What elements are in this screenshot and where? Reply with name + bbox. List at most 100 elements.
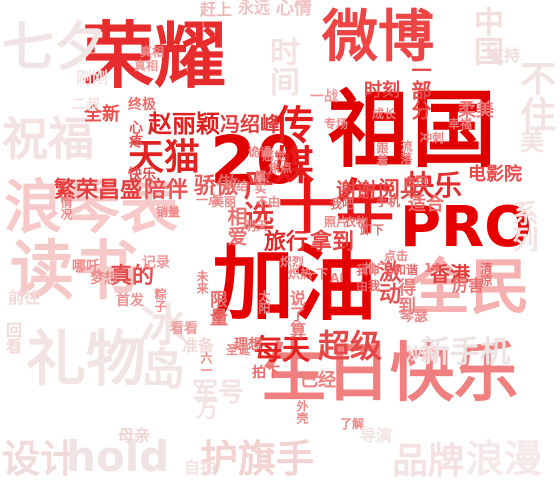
word-57: 梦想 <box>90 271 118 287</box>
word-112: 冲刺 <box>420 131 445 145</box>
word-82: 美 <box>520 128 544 156</box>
word-122: 销量 <box>156 205 181 219</box>
word-47: 终极 <box>128 97 156 113</box>
word-106: 诡谲 <box>248 145 273 159</box>
word-48: 心疼 <box>127 120 143 148</box>
word-34: 激动 <box>375 260 400 304</box>
word-88: 由我 <box>356 279 381 293</box>
word-74: 回看 <box>3 322 22 354</box>
word-38: 真的 <box>110 264 155 289</box>
word-120: 外壳 <box>295 400 309 424</box>
word-3: 20 <box>210 122 302 199</box>
word-49: 快乐 <box>128 167 156 183</box>
word-42: 适合 <box>408 194 444 215</box>
word-26: 超级 <box>318 327 383 365</box>
word-0: 荣耀 <box>82 14 227 98</box>
word-124: 专场 <box>324 117 349 131</box>
word-8: 生日快乐 <box>262 337 518 411</box>
word-91: 古田 <box>404 175 429 189</box>
word-84: 军号 <box>192 378 245 408</box>
word-70: 二叔 <box>72 97 100 113</box>
word-78: 自拍 <box>184 458 217 477</box>
word-25: 每天 <box>254 333 311 366</box>
word-55: 理想 <box>234 337 262 353</box>
word-12: 设计 <box>2 437 79 481</box>
word-33: 香港 <box>430 262 470 286</box>
word-102: 一下 <box>304 267 329 281</box>
word-94: 衣物 <box>344 215 369 229</box>
word-15: 品牌 <box>392 441 465 482</box>
word-29: 谢谢 <box>336 178 376 202</box>
word-44: 一部分 <box>408 60 432 120</box>
word-104: 推广 <box>364 261 389 275</box>
word-95: 我吧 <box>330 197 355 211</box>
word-67: 时间 <box>264 36 299 96</box>
word-118: 焦点 <box>268 161 293 175</box>
word-86: 14 <box>424 261 441 275</box>
word-30: 阅兵 <box>378 178 423 203</box>
word-22: 传媒 <box>267 104 313 184</box>
word-101: 六一 <box>199 352 213 376</box>
word-76: 沙滩 <box>406 344 439 363</box>
word-61: 琴瑟 <box>400 309 428 325</box>
word-93: 卸下 <box>360 223 385 237</box>
word-107: 纠结 <box>224 179 249 193</box>
word-90: 清凉 <box>479 262 493 286</box>
word-7: 全民 <box>410 253 530 323</box>
word-6: 加油 <box>212 237 377 332</box>
word-32: 拿到 <box>310 230 355 255</box>
word-9: 读书 <box>10 235 138 309</box>
word-11: 礼物 <box>26 325 146 395</box>
word-99: 粽子 <box>153 288 167 312</box>
word-14: 护旗手 <box>200 437 315 481</box>
word-83: 万 <box>196 398 219 423</box>
word-35: 繁荣昌盛 <box>54 178 143 203</box>
word-85: AI <box>330 271 344 285</box>
word-75: 准备 <box>182 336 215 355</box>
word-114: 流落 <box>399 140 413 164</box>
word-97: 炽烈 <box>280 255 305 269</box>
word-121: 了解 <box>340 417 365 431</box>
word-105: 一点 <box>196 193 221 207</box>
word-18: 冰岛 <box>133 302 184 390</box>
word-23: 赵丽颖 <box>148 110 220 138</box>
word-115: 成长 <box>372 107 397 121</box>
word-51: 看看 <box>170 321 198 337</box>
word-100: 太阳 <box>257 290 271 314</box>
word-39: 相爱 <box>224 206 248 246</box>
word-79: 导演 <box>360 426 393 445</box>
word-20: 七夕 <box>2 18 107 78</box>
word-77: 母亲 <box>118 426 151 445</box>
word-71: 幸福 <box>448 117 473 131</box>
word-62: 一战 <box>310 89 338 105</box>
word-73: 前往 <box>8 288 41 307</box>
word-45: 柔美 <box>458 100 494 121</box>
word-81: 不住 <box>514 60 555 132</box>
word-116: 点击 <box>384 249 409 263</box>
word-27: 严选 <box>238 170 273 230</box>
word-21: 天猫 <box>128 137 201 178</box>
word-110: 不由 <box>256 195 281 209</box>
word-17: 新手机 <box>420 335 510 370</box>
word-123: 情况 <box>59 196 73 220</box>
word-1: 微博 <box>322 5 434 70</box>
word-113: 跟着 <box>375 142 389 166</box>
word-92: 手机 <box>376 195 401 209</box>
word-16: 浪漫 <box>466 437 543 481</box>
word-63: 赶上 <box>200 0 233 19</box>
word-58: 记录 <box>142 255 170 271</box>
word-28: 快乐 <box>406 169 463 202</box>
word-36: 陪伴 <box>144 178 189 203</box>
word-54: 拍下 <box>252 365 280 381</box>
word-13: hold <box>66 432 170 481</box>
word-5: PRO <box>400 195 532 260</box>
word-119: 明天 <box>244 219 269 233</box>
word-40: 电影院 <box>468 164 522 185</box>
word-56: 哪吒 <box>72 259 100 275</box>
word-117: 圣诞 <box>226 343 251 357</box>
word-96: 炽热 <box>288 267 313 281</box>
word-80: 系列 <box>508 200 538 252</box>
word-89: 和谐 <box>394 263 419 277</box>
word-59: 厉害 <box>452 276 485 295</box>
